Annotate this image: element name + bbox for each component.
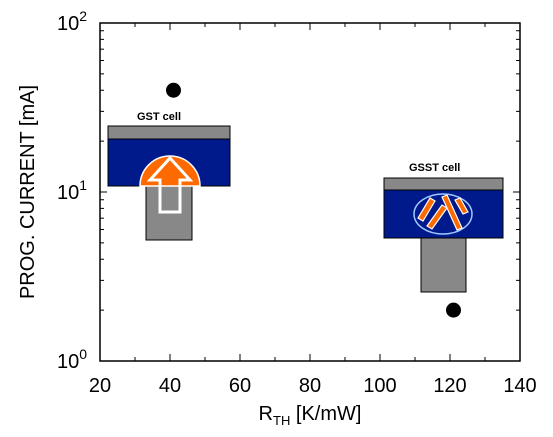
x-tick-label: 40 (159, 375, 181, 397)
gst-top-electrode (107, 125, 231, 140)
x-tick-labels: 20 40 60 80 100 120 140 (89, 375, 537, 397)
y-tick-label: 101 (57, 177, 87, 204)
gst-cell-inset: GST cell (107, 111, 231, 241)
axis-ticks (99, 22, 521, 362)
x-tick-label: 20 (89, 375, 111, 397)
data-point-1 (166, 82, 181, 98)
gst-cell-label: GST cell (137, 111, 181, 123)
gsst-crystal-grains-icon (417, 194, 469, 231)
gsst-bottom-electrode (420, 235, 467, 293)
x-tick-label: 80 (299, 375, 321, 397)
gsst-top-electrode (383, 177, 504, 191)
data-point-2 (446, 302, 461, 318)
y-axis-title: PROG. CURRENT [mA] (17, 85, 39, 299)
x-tick-label: 60 (229, 375, 251, 397)
gsst-active-outline (413, 193, 473, 235)
y-tick-labels: 100 101 102 (57, 8, 87, 373)
x-tick-label: 120 (433, 375, 466, 397)
x-tick-label: 100 (363, 375, 396, 397)
gsst-cell-inset: GSST cell (383, 162, 504, 293)
data-points (166, 82, 461, 318)
y-tick-label: 102 (57, 8, 87, 35)
gsst-cell-label: GSST cell (409, 162, 460, 174)
y-tick-label: 100 (57, 346, 87, 373)
gst-heat-arrow-icon (146, 155, 194, 214)
x-axis-title: RTH [K/mW] (259, 403, 362, 428)
x-tick-label: 140 (503, 375, 536, 397)
